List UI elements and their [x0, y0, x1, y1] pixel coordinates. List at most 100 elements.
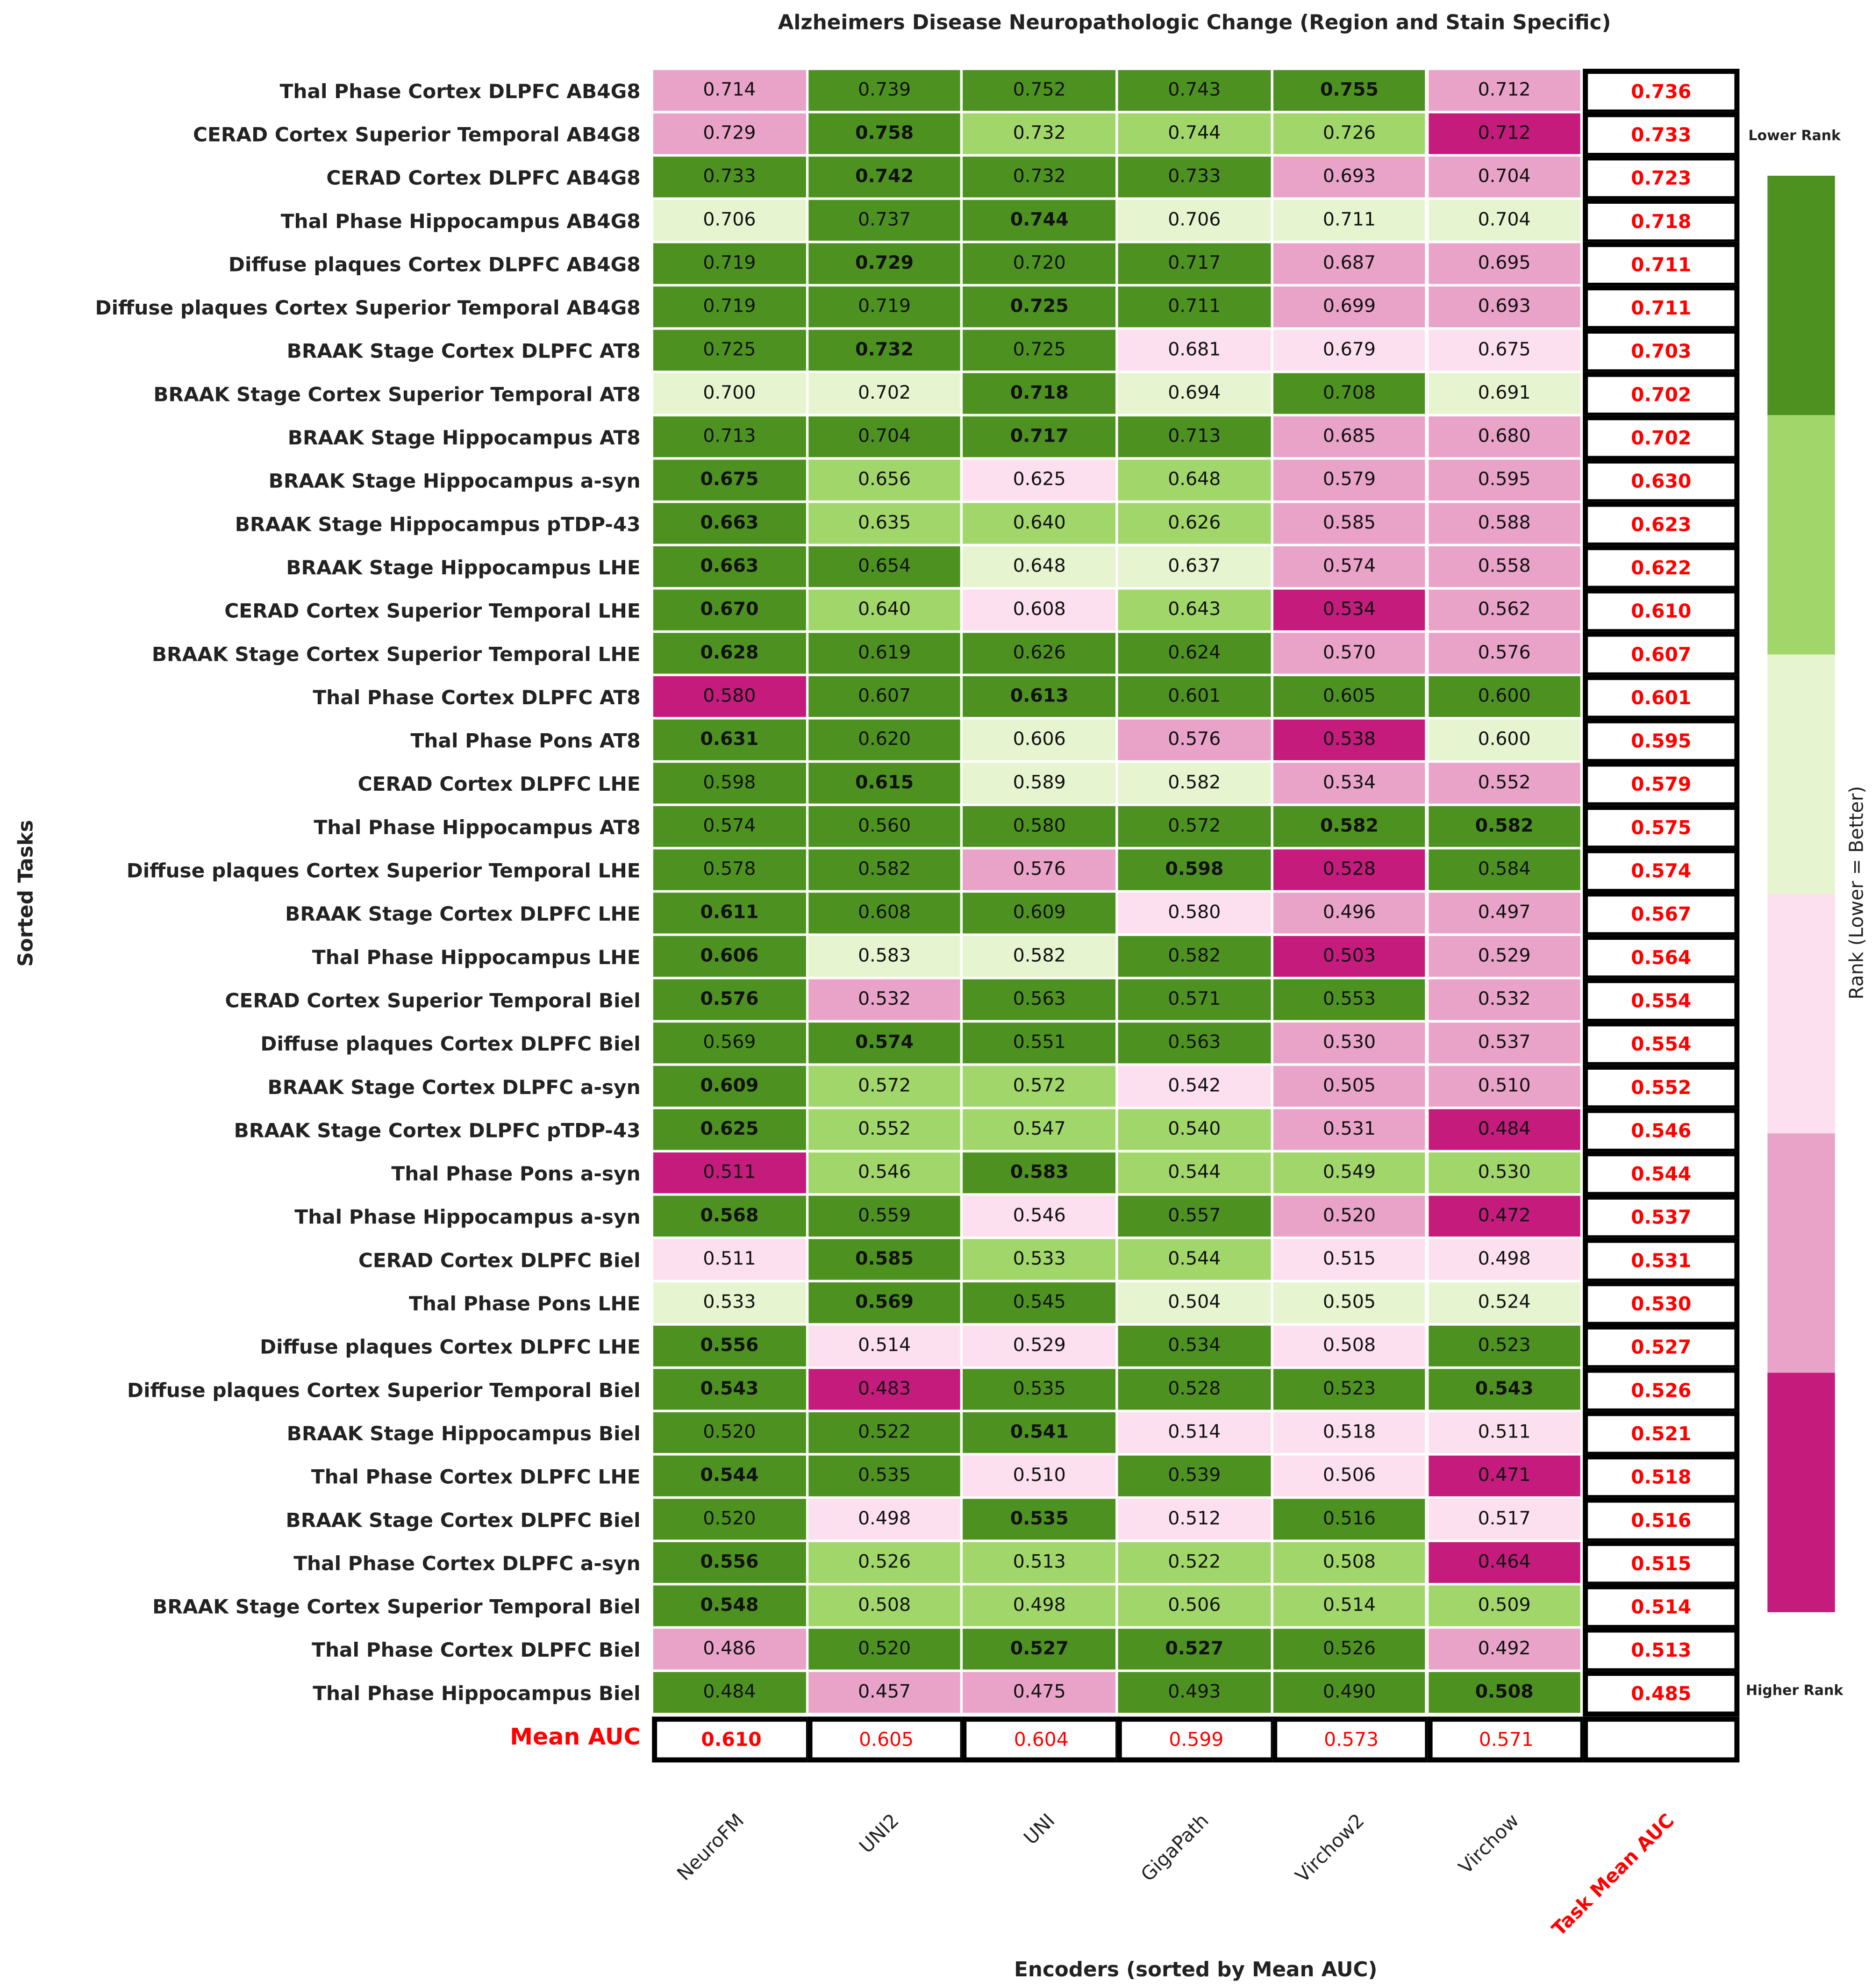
column-mean-cell: 0.610 [652, 1716, 811, 1763]
heatmap-cell: 0.606 [963, 719, 1118, 763]
heatmap-cell: 0.719 [808, 286, 964, 330]
heatmap-cell: 0.514 [1273, 1585, 1429, 1629]
heatmap-cell: 0.574 [653, 806, 808, 850]
heatmap-cell: 0.695 [1428, 243, 1583, 287]
heatmap-cell: 0.563 [963, 979, 1118, 1023]
heatmap-cell: 0.526 [808, 1542, 964, 1586]
heatmap-cell: 0.510 [963, 1455, 1118, 1499]
heatmap-cell: 0.508 [1428, 1672, 1583, 1716]
heatmap-cell: 0.493 [1118, 1672, 1273, 1716]
task-mean-cell: 0.514 [1583, 1584, 1740, 1630]
heatmap-cell: 0.576 [963, 849, 1118, 893]
heatmap-cell: 0.608 [808, 893, 964, 936]
heatmap-cell: 0.515 [1273, 1239, 1429, 1283]
heatmap-cell: 0.522 [1118, 1542, 1273, 1586]
x-tick-label: UNI [1019, 1809, 1059, 1850]
heatmap-cell: 0.582 [1428, 806, 1583, 850]
heatmap-cell: 0.725 [653, 329, 808, 373]
heatmap-cell: 0.542 [1118, 1066, 1273, 1109]
heatmap-cell: 0.572 [963, 1066, 1118, 1109]
task-mean-cell: 0.518 [1583, 1454, 1740, 1501]
heatmap-cell: 0.576 [653, 979, 808, 1023]
row-label: BRAAK Stage Cortex DLPFC Biel [286, 1509, 641, 1532]
heatmap-cell: 0.626 [1118, 503, 1273, 547]
task-mean-cell: 0.718 [1583, 199, 1740, 245]
heatmap-cell: 0.544 [1118, 1239, 1273, 1283]
heatmap-cell: 0.583 [808, 936, 964, 980]
heatmap-cell: 0.744 [1118, 113, 1273, 157]
row-label: BRAAK Stage Cortex DLPFC a-syn [267, 1076, 641, 1099]
heatmap-cell: 0.663 [653, 546, 808, 590]
heatmap-cell: 0.576 [1118, 719, 1273, 763]
heatmap-cell: 0.532 [1428, 979, 1583, 1023]
heatmap-cell: 0.523 [1273, 1369, 1429, 1413]
heatmap-cell: 0.605 [1273, 676, 1429, 720]
heatmap-cell: 0.510 [1428, 1066, 1583, 1109]
heatmap-cell: 0.516 [1273, 1499, 1429, 1542]
row-label: CERAD Cortex Superior Temporal Biel [225, 989, 641, 1013]
heatmap-cell: 0.600 [1428, 719, 1583, 763]
heatmap-cell: 0.535 [808, 1455, 964, 1499]
task-mean-cell: 0.554 [1583, 978, 1740, 1024]
heatmap-cell: 0.520 [1273, 1195, 1429, 1239]
heatmap-cell: 0.679 [1273, 329, 1429, 373]
task-mean-cell: 0.567 [1583, 891, 1740, 937]
colorbar-segment [1767, 1373, 1835, 1612]
heatmap-cell: 0.626 [963, 633, 1118, 676]
task-mean-cell: 0.711 [1583, 242, 1740, 288]
heatmap-cell: 0.713 [1118, 416, 1273, 460]
heatmap-cell: 0.739 [808, 70, 964, 114]
task-mean-cell: 0.516 [1583, 1497, 1740, 1544]
row-label: Thal Phase Hippocampus LHE [312, 946, 641, 969]
heatmap-cell: 0.546 [808, 1152, 964, 1196]
row-label: Thal Phase Pons LHE [409, 1292, 641, 1316]
heatmap-cell: 0.552 [1428, 763, 1583, 806]
heatmap-cell: 0.517 [1428, 1499, 1583, 1542]
heatmap-cell: 0.742 [808, 157, 964, 200]
heatmap-cell: 0.579 [1273, 459, 1429, 503]
column-mean-cell: 0.571 [1427, 1716, 1586, 1763]
task-mean-cell: 0.552 [1583, 1065, 1740, 1111]
heatmap-cell: 0.681 [1118, 329, 1273, 373]
row-label: BRAAK Stage Cortex DLPFC pTDP-43 [234, 1119, 641, 1143]
mean-auc-row-label: Mean AUC [510, 1724, 641, 1751]
heatmap-cell: 0.584 [1428, 849, 1583, 893]
colorbar-segment [1767, 415, 1835, 655]
heatmap-cell: 0.704 [1428, 200, 1583, 243]
heatmap-cell: 0.544 [1118, 1152, 1273, 1196]
heatmap-cell: 0.582 [1273, 806, 1429, 850]
heatmap-cell: 0.529 [963, 1325, 1118, 1369]
heatmap-cell: 0.687 [1273, 243, 1429, 287]
heatmap-cell: 0.680 [1428, 416, 1583, 460]
task-mean-cell: 0.702 [1583, 372, 1740, 418]
row-label: Thal Phase Hippocampus a-syn [294, 1206, 641, 1229]
heatmap-cell: 0.472 [1428, 1195, 1583, 1239]
column-mean-cell: 0.604 [962, 1716, 1121, 1763]
task-mean-cell: 0.485 [1583, 1671, 1740, 1717]
heatmap-cell: 0.640 [808, 589, 964, 633]
heatmap-cell: 0.725 [963, 286, 1118, 330]
x-tick-label: GigaPath [1137, 1809, 1214, 1886]
heatmap-cell: 0.718 [963, 373, 1118, 417]
row-label: Thal Phase Cortex DLPFC a-syn [293, 1552, 641, 1575]
heatmap-cell: 0.706 [653, 200, 808, 243]
task-mean-axis-label: Task Mean AUC [1547, 1809, 1679, 1941]
heatmap-cell: 0.527 [963, 1629, 1118, 1672]
heatmap-cell: 0.522 [808, 1412, 964, 1456]
heatmap-cell: 0.541 [963, 1412, 1118, 1456]
heatmap-cell: 0.663 [653, 503, 808, 547]
heatmap-cell: 0.540 [1118, 1109, 1273, 1153]
heatmap-cell: 0.580 [653, 676, 808, 720]
heatmap-cell: 0.694 [1118, 373, 1273, 417]
heatmap-cell: 0.535 [963, 1369, 1118, 1413]
heatmap-cell: 0.558 [1428, 546, 1583, 590]
heatmap-cell: 0.514 [808, 1325, 964, 1369]
heatmap-cell: 0.595 [1428, 459, 1583, 503]
row-label: Diffuse plaques Cortex Superior Temporal… [127, 1379, 641, 1402]
heatmap-cell: 0.535 [963, 1499, 1118, 1542]
heatmap-cell: 0.598 [653, 763, 808, 806]
row-label: Diffuse plaques Cortex DLPFC Biel [260, 1032, 641, 1056]
heatmap-cell: 0.640 [963, 503, 1118, 547]
heatmap-cell: 0.717 [963, 416, 1118, 460]
